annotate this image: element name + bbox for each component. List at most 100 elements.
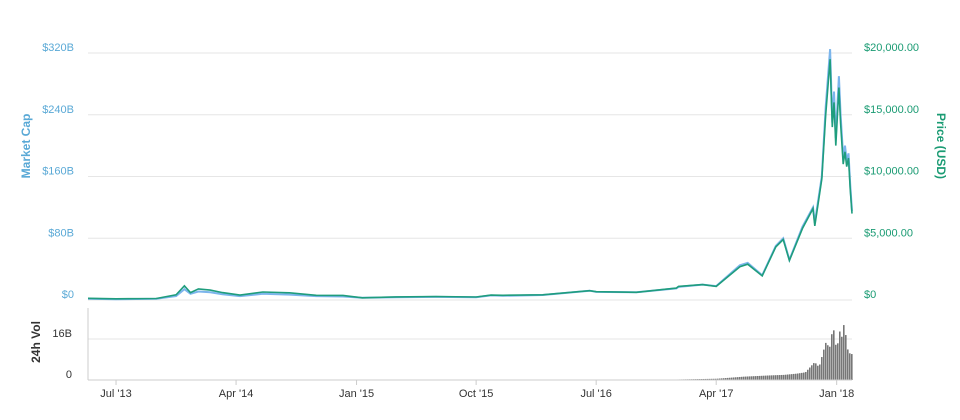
volume-bar	[759, 375, 761, 380]
volume-bar	[705, 378, 707, 380]
volume-bar	[843, 325, 845, 380]
left-tick-label: $160B	[42, 166, 74, 178]
volume-bar	[791, 374, 793, 380]
volume-bar	[783, 374, 785, 380]
volume-bar	[809, 367, 811, 380]
left-axis-title: Market Cap	[19, 114, 33, 179]
volume-bar	[753, 376, 755, 380]
volume-bar	[721, 378, 723, 380]
volume-bar	[769, 375, 771, 380]
market-cap-line	[87, 49, 853, 301]
right-tick-label: $5,000.00	[864, 227, 913, 239]
right-axis-title: Price (USD)	[934, 113, 948, 179]
right-tick-label: $0	[864, 289, 876, 301]
volume-bar	[719, 378, 721, 380]
volume-bar	[707, 378, 709, 380]
volume-bar	[767, 375, 769, 380]
volume-bar	[727, 377, 729, 380]
volume-bar	[847, 349, 849, 380]
volume-bar	[813, 363, 815, 380]
volume-bar	[703, 378, 705, 380]
right-tick-label: $10,000.00	[864, 166, 919, 178]
volume-bar	[773, 375, 775, 380]
volume-bar	[837, 343, 839, 380]
volume-bar	[841, 336, 843, 380]
x-tick-label: Apr '14	[219, 388, 254, 400]
volume-bar	[827, 345, 829, 380]
volume-bar	[747, 376, 749, 380]
volume-tick-label: 0	[66, 369, 72, 381]
volume-bar	[739, 376, 741, 380]
volume-bar	[789, 374, 791, 380]
volume-bar	[713, 378, 715, 380]
volume-bar	[751, 376, 753, 380]
x-tick-label: Jan '15	[339, 388, 374, 400]
x-tick-label: Jan '18	[819, 388, 854, 400]
volume-bar	[805, 371, 807, 380]
volume-bar	[729, 377, 731, 380]
right-axis-ticks: $0 $5,000.00 $10,000.00 $15,000.00 $20,000.0…	[864, 42, 919, 301]
left-tick-label: $320B	[42, 42, 74, 54]
volume-bar	[757, 375, 759, 380]
left-axis-ticks: $0 $80B $160B $240B $320B	[42, 42, 74, 301]
left-tick-label: $0	[62, 289, 74, 301]
volume-bar	[811, 365, 813, 380]
volume-bar	[725, 378, 727, 380]
x-tick-label: Apr '17	[699, 388, 734, 400]
volume-bar	[777, 375, 779, 380]
volume-tick-label: 16B	[52, 328, 72, 340]
volume-bar	[793, 373, 795, 380]
volume-bar	[763, 375, 765, 380]
volume-bar	[723, 378, 725, 380]
volume-bar	[807, 369, 809, 380]
volume-bar	[779, 375, 781, 380]
volume-bar	[737, 377, 739, 380]
volume-axis-title: 24h Vol	[29, 321, 43, 363]
volume-bar	[775, 375, 777, 380]
volume-bars	[377, 325, 853, 380]
volume-bar	[733, 377, 735, 380]
volume-bar	[823, 349, 825, 380]
volume-bar	[799, 373, 801, 380]
grid-lines	[88, 52, 852, 381]
volume-bar	[715, 378, 717, 380]
x-tick-label: Jul '13	[100, 388, 131, 400]
volume-bar	[835, 344, 837, 380]
volume-bar	[795, 373, 797, 380]
volume-bar	[785, 374, 787, 380]
volume-bar	[819, 364, 821, 380]
x-tick-label: Oct '15	[459, 388, 494, 400]
volume-bar	[815, 363, 817, 380]
left-tick-label: $80B	[48, 227, 74, 239]
volume-bar	[717, 378, 719, 380]
volume-bar	[797, 373, 799, 380]
volume-bar	[743, 376, 745, 380]
volume-bar	[771, 375, 773, 380]
x-tick-label: Jul '16	[580, 388, 611, 400]
volume-bar	[817, 365, 819, 380]
right-tick-label: $15,000.00	[864, 104, 919, 116]
volume-bar	[735, 377, 737, 380]
volume-bar	[709, 378, 711, 380]
volume-bar	[803, 372, 805, 380]
right-tick-label: $20,000.00	[864, 42, 919, 54]
volume-bar	[829, 346, 831, 380]
volume-bar	[781, 374, 783, 380]
volume-bar	[825, 342, 827, 380]
volume-bar	[755, 376, 757, 380]
volume-bar	[749, 376, 751, 380]
volume-bar	[711, 378, 713, 380]
volume-bar	[845, 335, 847, 380]
volume-bar	[801, 372, 803, 380]
volume-bar	[831, 334, 833, 380]
volume-bar	[787, 374, 789, 380]
volume-bar	[765, 375, 767, 380]
volume-bar	[741, 376, 743, 380]
x-axis-ticks: Jul '13 Apr '14 Jan '15 Oct '15 Jul '16 Apr '…	[100, 380, 854, 400]
left-tick-label: $240B	[42, 104, 74, 116]
volume-bar	[833, 330, 835, 380]
volume-axis-ticks: 0 16B	[52, 328, 72, 381]
volume-bar	[839, 331, 841, 380]
price-line	[87, 59, 853, 300]
